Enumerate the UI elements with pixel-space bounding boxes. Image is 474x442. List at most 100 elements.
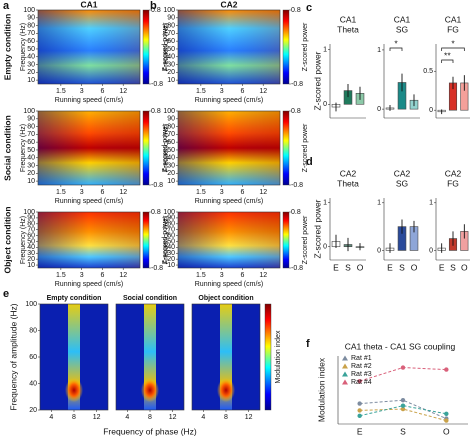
x-tick-label: 12 — [169, 414, 177, 421]
significance-bracket — [441, 59, 454, 63]
y-tick-label: 60 — [29, 354, 37, 361]
colorbar — [282, 211, 290, 269]
x-tick-label: O — [461, 262, 468, 272]
y-tick-label: 30 — [27, 61, 35, 68]
x-tick-label: O — [357, 262, 364, 272]
colorbar-tick-label: 0.8 — [291, 108, 301, 115]
y-tick-label: 70 — [27, 227, 35, 234]
y-tick-label: 70 — [167, 131, 175, 138]
y-axis-label: Frequency (Hz) — [163, 23, 170, 71]
panel-title: CA1 — [80, 0, 97, 9]
colorbar-tick-label: 0.8 — [151, 7, 161, 14]
x-tick-label: 3 — [220, 88, 224, 95]
y-axis-label: Frequency (Hz) — [20, 216, 27, 264]
y-tick-label: 1 — [377, 200, 381, 207]
heatmap-frame — [37, 211, 141, 269]
point — [357, 408, 362, 413]
row-label: Empty condition — [2, 14, 12, 81]
point — [400, 406, 406, 412]
legend-label: Rat #4 — [351, 379, 372, 386]
y-tick-label: 80 — [27, 221, 35, 228]
x-tick-label: 3 — [80, 272, 84, 279]
colorbar-tick-label: -0.8 — [291, 265, 303, 272]
x-tick-label: 8 — [148, 414, 152, 421]
y-tick-label: 0 — [323, 101, 327, 108]
y-tick-label: 30 — [167, 250, 175, 257]
significance-label: * — [394, 38, 398, 48]
heatmap-frame — [37, 9, 141, 85]
panel-label: c — [306, 2, 312, 14]
x-tick-label: 12 — [119, 88, 127, 95]
y-tick-label: 70 — [27, 131, 35, 138]
x-tick-label: 1.5 — [196, 189, 206, 196]
y-tick-label: 100 — [163, 7, 175, 14]
colorbar-label: Z-scored power — [302, 123, 309, 172]
panel-title: Social condition — [123, 295, 177, 302]
heatmap-shade — [38, 212, 140, 268]
colorbar-tick-label: 0.8 — [291, 209, 301, 216]
y-tick-label: 90 — [27, 116, 35, 123]
y-tick-label: 100 — [163, 209, 175, 216]
colorbar-tick-label: -0.8 — [291, 182, 303, 189]
y-tick-label: 90 — [27, 15, 35, 22]
legend-marker — [342, 379, 348, 385]
chart-title: CA1 — [340, 14, 357, 24]
colorbar-label: Modulation index — [275, 330, 282, 383]
y-tick-label: 40 — [27, 155, 35, 162]
y-tick-label: 50 — [27, 147, 35, 154]
colorbar — [142, 9, 150, 85]
y-tick-label: 20 — [27, 170, 35, 177]
x-tick-label: 1.5 — [196, 272, 206, 279]
x-tick-label: 4 — [125, 414, 129, 421]
x-tick-label: 12 — [245, 414, 253, 421]
x-axis-label: Running speed (cm/s) — [195, 198, 263, 205]
y-axis-label: Frequency (Hz) — [163, 124, 170, 172]
y-tick-label: 40 — [27, 244, 35, 251]
x-tick-label: 6 — [240, 272, 244, 279]
x-tick-label: 3 — [80, 189, 84, 196]
colorbar-tick-label: -0.8 — [291, 81, 303, 88]
x-tick-label: 3 — [220, 189, 224, 196]
y-tick-label: 10 — [27, 178, 35, 185]
x-axis-label: Running speed (cm/s) — [55, 281, 123, 288]
y-tick-label: 20 — [167, 170, 175, 177]
x-tick-label: S — [450, 262, 456, 272]
heatmap-frame — [177, 110, 281, 186]
heatmap-frame — [177, 9, 281, 85]
chart-title: CA2 — [340, 168, 357, 178]
y-tick-label: 50 — [167, 46, 175, 53]
y-tick-label: 20 — [27, 256, 35, 263]
x-tick-label: 3 — [80, 88, 84, 95]
chart-title: Theta — [337, 178, 359, 188]
colorbar-tick-label: 0.8 — [151, 108, 161, 115]
legend-label: Rat #1 — [351, 355, 372, 362]
point — [444, 411, 449, 416]
x-tick-label: 12 — [259, 272, 267, 279]
heatmap-hotspot — [217, 378, 235, 403]
x-tick-label: 6 — [240, 189, 244, 196]
colorbar-label: Z-scored power — [162, 22, 169, 71]
y-tick-label: 70 — [167, 227, 175, 234]
y-tick-label: 80 — [29, 327, 37, 334]
x-axis-label: Running speed (cm/s) — [195, 97, 263, 104]
chart-title: FG — [447, 24, 459, 34]
y-tick-label: 20 — [167, 256, 175, 263]
y-tick-label: 80 — [27, 22, 35, 29]
panel-label: f — [306, 338, 310, 350]
heatmap-shade — [38, 111, 140, 185]
chart-title: SG — [396, 24, 408, 34]
y-tick-label: 30 — [167, 61, 175, 68]
y-tick-label: 100 — [23, 7, 35, 14]
x-axis-label: Running speed (cm/s) — [55, 198, 123, 205]
chart-title: CA1 — [445, 14, 462, 24]
x-tick-label: S — [400, 426, 406, 436]
chart-title: CA2 — [394, 168, 411, 178]
heatmap-frame — [37, 110, 141, 186]
y-tick-label: 100 — [25, 301, 37, 308]
colorbar — [142, 110, 150, 186]
chart-title: CA2 — [445, 168, 462, 178]
point — [400, 398, 406, 403]
x-tick-label: S — [399, 262, 405, 272]
heatmap-hotspot — [65, 378, 83, 403]
x-axis-label: Running speed (cm/s) — [55, 97, 123, 104]
